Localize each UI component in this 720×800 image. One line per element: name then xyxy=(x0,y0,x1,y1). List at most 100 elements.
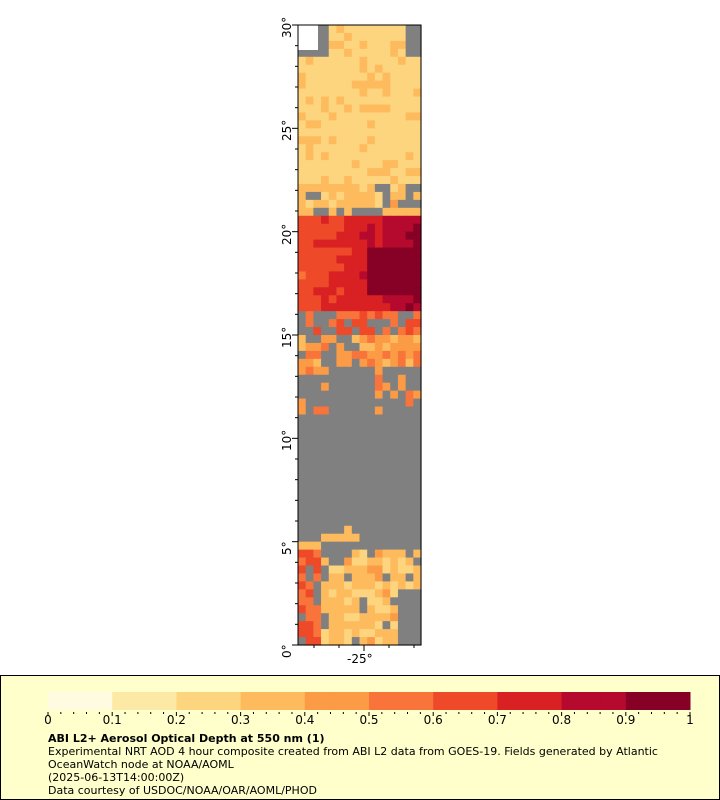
aod-cell xyxy=(390,509,399,519)
aod-cell xyxy=(397,80,407,90)
aod-cell xyxy=(321,88,330,98)
aod-cell xyxy=(328,541,338,551)
aod-cell xyxy=(305,525,314,535)
aod-cell xyxy=(351,295,361,304)
aod-cell xyxy=(397,152,407,161)
aod-cell xyxy=(305,382,314,392)
aod-cell xyxy=(397,446,407,455)
aod-cell xyxy=(382,183,391,193)
aod-cell xyxy=(359,191,368,201)
colorbar-tick-label: 0.3 xyxy=(231,713,251,727)
colorbar-swatch xyxy=(86,692,100,710)
aod-cell xyxy=(367,454,376,463)
aod-cell xyxy=(390,271,399,280)
aod-cell xyxy=(359,32,368,42)
aod-cell xyxy=(390,382,399,392)
aod-cell xyxy=(328,501,338,511)
aod-cell xyxy=(367,319,376,328)
aod-cell xyxy=(321,295,330,304)
aod-cell xyxy=(351,549,361,559)
aod-cell xyxy=(313,48,322,58)
aod-cell xyxy=(382,621,391,630)
aod-cell xyxy=(382,96,391,106)
colorbar-swatch xyxy=(394,692,409,710)
aod-cell xyxy=(405,247,414,257)
aod-cell xyxy=(382,311,391,320)
aod-cell xyxy=(351,525,361,535)
aod-cell xyxy=(344,191,353,201)
aod-cell xyxy=(313,581,322,590)
aod-cell xyxy=(374,509,384,519)
aod-cell xyxy=(413,96,422,106)
aod-cell xyxy=(413,64,422,74)
aod-cell xyxy=(405,255,414,265)
aod-cell xyxy=(328,493,338,503)
aod-cell xyxy=(344,605,353,614)
aod-cell xyxy=(328,183,338,193)
legend-text: ABI L2+ Aerosol Optical Depth at 550 nm … xyxy=(48,732,708,797)
aod-cell xyxy=(382,120,391,129)
aod-cell xyxy=(413,629,422,638)
aod-cell xyxy=(313,621,322,630)
aod-cell xyxy=(359,255,368,265)
aod-cell xyxy=(374,120,384,129)
aod-cell xyxy=(351,80,361,90)
aod-cell xyxy=(359,422,368,431)
aod-cell xyxy=(336,478,345,487)
aod-cell xyxy=(359,438,368,447)
aod-cell xyxy=(390,565,399,575)
aod-cell xyxy=(374,525,384,535)
colorbar-swatch xyxy=(202,692,216,710)
aod-cell xyxy=(344,104,353,114)
aod-cell xyxy=(405,295,414,304)
aod-cell xyxy=(359,549,368,559)
map-plot[interactable] xyxy=(0,0,720,670)
aod-cell xyxy=(298,629,307,638)
aod-cell xyxy=(344,613,353,622)
aod-cell xyxy=(313,533,322,543)
aod-cell xyxy=(405,104,414,114)
aod-cell xyxy=(413,597,422,606)
aod-cell xyxy=(298,637,307,646)
aod-cell xyxy=(382,525,391,535)
aod-cell xyxy=(351,398,361,408)
aod-cell xyxy=(313,398,322,408)
aod-cell xyxy=(298,533,307,543)
aod-cell xyxy=(336,311,345,320)
aod-cell xyxy=(313,366,322,376)
aod-cell xyxy=(413,295,422,304)
aod-cell xyxy=(413,533,422,543)
aod-cell xyxy=(328,112,338,121)
aod-cell xyxy=(397,501,407,511)
aod-cell xyxy=(344,176,353,185)
aod-cell xyxy=(351,589,361,598)
colorbar-swatch xyxy=(214,692,229,710)
aod-cell xyxy=(328,462,338,471)
aod-cell xyxy=(336,509,345,519)
aod-cell xyxy=(298,501,307,511)
aod-cell xyxy=(305,319,314,328)
aod-cell xyxy=(359,80,368,90)
aod-cell xyxy=(413,398,422,408)
aod-cell xyxy=(367,311,376,320)
aod-cell xyxy=(397,168,407,177)
aod-cell xyxy=(382,430,391,439)
aod-cell xyxy=(359,207,368,217)
aod-cell xyxy=(328,287,338,296)
aod-cell xyxy=(298,88,307,98)
aod-cell xyxy=(321,223,330,233)
aod-cell xyxy=(405,279,414,288)
aod-cell xyxy=(328,478,338,487)
aod-cell xyxy=(313,525,322,535)
aod-cell xyxy=(344,40,353,50)
aod-cell xyxy=(321,279,330,288)
aod-cell xyxy=(328,637,338,646)
aod-cell xyxy=(313,319,322,328)
aod-cell xyxy=(313,128,322,137)
aod-cell xyxy=(321,509,330,519)
aod-cell xyxy=(298,96,307,106)
aod-cell xyxy=(390,25,399,34)
aod-cell xyxy=(390,255,399,265)
aod-cell xyxy=(374,223,384,233)
aod-cell xyxy=(367,48,376,58)
